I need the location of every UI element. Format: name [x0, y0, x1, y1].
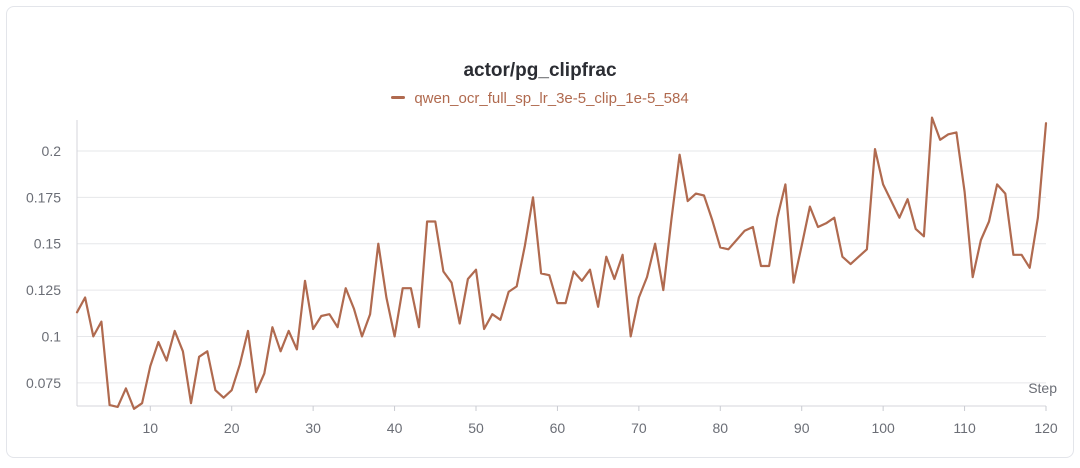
x-tick-label: 80	[712, 420, 728, 436]
legend-series-label: qwen_ocr_full_sp_lr_3e-5_clip_1e-5_584	[414, 90, 689, 107]
y-tick-label: 0.075	[26, 375, 61, 391]
y-tick-label: 0.1	[42, 328, 62, 344]
x-tick-label: 90	[794, 420, 810, 436]
y-tick-label: 0.15	[34, 236, 61, 252]
series-line	[75, 116, 1048, 410]
legend[interactable]: qwen_ocr_full_sp_lr_3e-5_clip_1e-5_584	[0, 90, 1080, 107]
x-tick-label: 50	[468, 420, 484, 436]
x-tick-label: 100	[871, 420, 895, 436]
chart-title: actor/pg_clipfrac	[463, 60, 617, 81]
x-tick-label: 20	[224, 420, 240, 436]
y-tick-label: 0.175	[26, 189, 61, 205]
x-tick-label: 70	[631, 420, 647, 436]
y-tick-label: 0.125	[26, 282, 61, 298]
x-tick-label: 10	[142, 420, 158, 436]
x-tick-label: 30	[305, 420, 321, 436]
x-tick-label: 110	[953, 420, 976, 436]
legend-swatch	[391, 95, 406, 99]
y-tick-label: 0.2	[42, 143, 62, 159]
x-axis-label: Step	[1028, 380, 1057, 396]
x-tick-label: 60	[550, 420, 566, 436]
x-tick-label: 40	[387, 420, 403, 436]
x-tick-label: 120	[1034, 420, 1058, 436]
